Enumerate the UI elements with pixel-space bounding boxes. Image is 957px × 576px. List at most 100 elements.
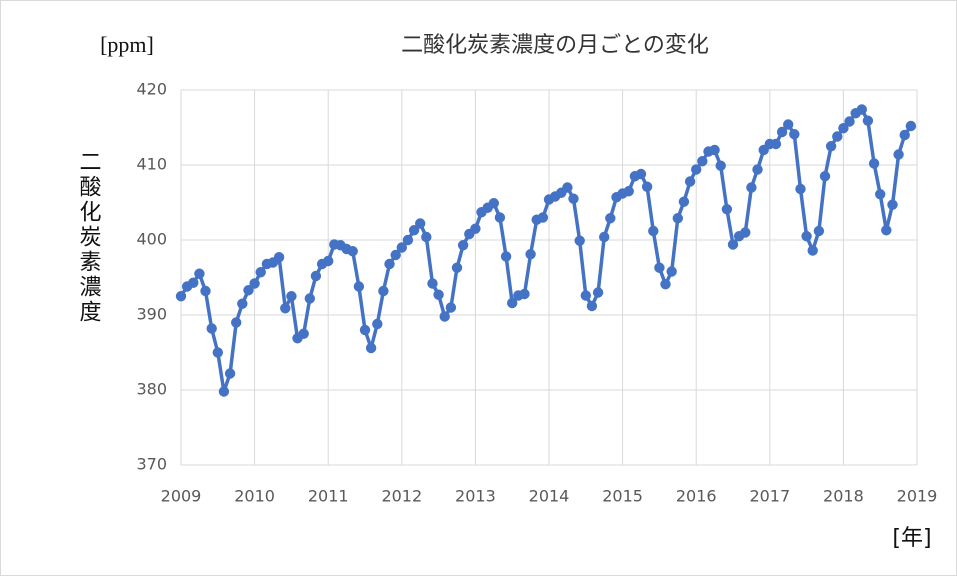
data-point: [470, 223, 481, 234]
data-point: [899, 129, 910, 141]
data-point: [905, 120, 917, 132]
data-point: [672, 213, 683, 224]
y-tick-label: 420: [136, 80, 167, 99]
data-point: [776, 126, 788, 138]
data-point: [249, 278, 260, 289]
data-point: [684, 176, 696, 187]
data-point: [691, 164, 702, 175]
data-point: [605, 213, 616, 224]
y-tick-label: 390: [136, 305, 167, 324]
x-tick-label: 2011: [308, 487, 349, 506]
data-point: [574, 235, 585, 246]
data-point: [323, 255, 334, 267]
data-point: [378, 285, 389, 297]
data-point: [347, 246, 358, 257]
data-point: [795, 183, 806, 195]
data-point: [218, 386, 230, 397]
data-point: [243, 285, 254, 296]
data-point: [439, 311, 450, 322]
x-tick-label: 2019: [897, 487, 938, 506]
data-point: [457, 240, 469, 251]
data-point: [494, 212, 506, 223]
data-point: [372, 318, 383, 330]
data-point: [365, 342, 377, 354]
data-point: [451, 262, 463, 273]
x-tick-label: 2017: [749, 487, 790, 506]
y-axis-label: 二酸化炭素濃度: [76, 150, 102, 325]
x-tick-label: 2010: [234, 487, 275, 506]
data-point: [654, 262, 665, 273]
data-point: [408, 225, 420, 236]
data-point: [273, 252, 285, 263]
data-point: [856, 104, 867, 115]
chart-title: 二酸化炭素濃度の月ごとの変化: [401, 33, 709, 58]
data-point: [353, 281, 365, 292]
data-point: [666, 266, 677, 277]
data-point: [194, 268, 205, 279]
y-tick-label: 370: [136, 455, 167, 474]
data-point: [862, 115, 874, 126]
x-tick-label: 2016: [676, 487, 717, 506]
data-point: [825, 141, 837, 152]
data-point: [421, 231, 432, 243]
data-point: [727, 239, 739, 250]
data-point: [893, 149, 904, 160]
data-point: [286, 291, 297, 302]
data-point: [721, 204, 733, 215]
data-point: [175, 291, 187, 302]
data-point: [488, 198, 499, 209]
data-point: [844, 116, 855, 127]
data-point: [648, 225, 659, 237]
data-point: [635, 168, 647, 180]
data-point: [525, 249, 536, 260]
y-unit: [ppm]: [100, 32, 154, 57]
x-tick-label: 2018: [823, 487, 864, 506]
data-point: [402, 234, 414, 246]
data-point: [868, 158, 880, 169]
data-point: [427, 278, 438, 289]
data-point: [783, 119, 794, 130]
data-point: [384, 258, 395, 270]
data-point: [887, 199, 898, 210]
x-tick-label: 2012: [381, 487, 422, 506]
data-point: [599, 231, 610, 243]
data-point: [537, 212, 549, 223]
data-point: [746, 182, 757, 193]
data-point: [304, 293, 315, 304]
data-point: [881, 225, 892, 236]
y-tick-label: 400: [136, 230, 167, 249]
data-point: [255, 267, 266, 278]
y-tick-label: 410: [136, 155, 167, 174]
data-point: [231, 317, 242, 328]
data-point: [813, 225, 825, 237]
data-point: [396, 242, 407, 253]
data-point: [224, 368, 236, 379]
data-point: [580, 290, 591, 301]
data-point: [359, 324, 371, 336]
data-point: [500, 251, 512, 262]
data-point: [801, 231, 812, 242]
data-point: [660, 279, 671, 290]
x-tick-label: 2009: [161, 487, 202, 506]
data-point: [310, 270, 322, 282]
data-point: [623, 186, 634, 197]
data-point: [678, 196, 690, 207]
x-tick-label: 2014: [529, 487, 570, 506]
data-point: [200, 285, 211, 297]
data-point: [715, 160, 726, 171]
data-point: [188, 277, 199, 288]
data-point: [206, 323, 217, 334]
data-point: [740, 227, 751, 238]
x-tick-label: 2015: [602, 487, 643, 506]
data-point: [445, 302, 457, 313]
data-point: [237, 298, 248, 309]
data-point: [433, 289, 444, 300]
data-point: [390, 249, 401, 261]
data-point: [819, 171, 831, 182]
data-point: [709, 144, 720, 156]
x-unit: [年]: [892, 526, 931, 551]
data-point: [770, 138, 782, 150]
data-point: [752, 164, 763, 175]
